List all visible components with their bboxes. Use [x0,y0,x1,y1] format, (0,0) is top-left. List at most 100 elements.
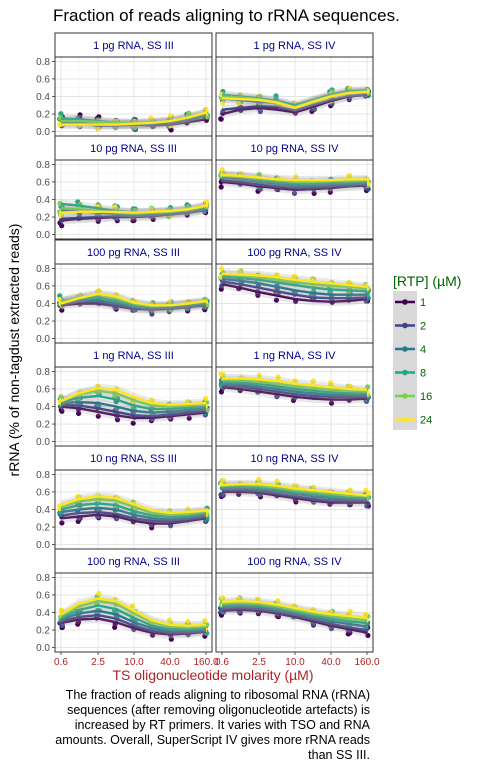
data-point [219,167,225,173]
y-tick-label: 0.0 [36,127,50,138]
data-point [220,371,226,377]
series-line [221,272,368,288]
data-point [346,173,352,179]
series-line [222,377,368,391]
y-tick-label: 0.6 [36,177,50,188]
data-point [219,266,225,272]
series-line [221,280,368,300]
data-point [311,190,317,196]
series-line [221,92,368,112]
facet-panel: 100 ng RNA, SS III 0.0 0.2 0.4 0.6 0.8 0.6 2.5 1… [36,548,219,668]
data-point [256,476,262,483]
legend-label: 1 [420,297,426,309]
data-point [255,596,261,602]
y-tick-label: 0.8 [36,160,50,171]
data-point [59,520,65,526]
facet-strip-label: 10 pg RNA, SS III [90,143,177,155]
series-line [221,277,367,296]
series-line [60,599,207,629]
x-tick-label: 40.0 [321,657,341,668]
data-point [203,107,209,113]
data-point [149,311,155,317]
data-point [346,279,352,285]
x-tick-label: 10.0 [124,657,144,668]
data-point [186,415,192,421]
y-tick-label: 0.2 [36,523,50,534]
legend-label: 24 [420,415,432,427]
data-point [220,100,226,106]
facet-strip-label: 1 pg RNA, SS IV [254,40,337,52]
y-tick-label: 0.0 [36,334,50,345]
series-line [222,379,368,393]
facet-strip [54,32,213,58]
legend-key-point [402,322,408,329]
confidence-band [222,603,367,635]
series-line [60,394,207,411]
series-line [221,384,367,398]
y-axis-label: rRNA (% of non-tagdust extracted reads) [6,224,22,477]
series-line [221,382,367,397]
legend-key-point [402,346,408,352]
series-line [60,204,207,214]
y-tick-label: 0.6 [36,384,50,395]
data-point [185,506,191,512]
x-tick-label: 40.0 [160,657,180,668]
series-line [221,606,368,632]
figure-caption: The fraction of reads aligning to riboso… [55,688,370,762]
facet-panel: 1 pg RNA, SS III 0.0 0.2 0.4 0.6 0.8 [36,32,213,138]
confidence-band [222,87,367,113]
facet-strip-label: 100 pg RNA, SS IV [247,247,342,259]
y-tick-label: 0.0 [36,643,50,654]
confidence-band [222,279,367,307]
data-point [310,378,317,384]
series-line [221,603,368,625]
confidence-band [222,605,367,638]
facet-panel: 100 pg RNA, SS III 0.0 0.2 0.4 0.6 0.8 [36,239,213,345]
data-point [167,299,173,305]
confidence-band [222,86,367,110]
data-point [274,478,280,484]
series-line [221,275,368,293]
facet-strip [54,239,213,265]
legend-key-point [402,369,408,376]
series-line [60,495,207,515]
y-tick-label: 0.4 [36,402,50,413]
facet-strip [215,445,374,471]
facet-strip-label: 10 ng RNA, SS IV [250,453,339,465]
series-line [60,405,207,420]
x-tick-label: 160.0 [354,657,379,668]
facet-strip-label: 10 pg RNA, SS IV [250,143,339,155]
data-point [57,293,63,299]
y-tick-label: 0.0 [36,230,50,241]
facet-strip [54,548,213,574]
x-tick-label: 2.5 [252,657,266,668]
series-line [222,489,367,502]
series-line [221,283,368,303]
x-tick-label: 10.0 [285,657,305,668]
chart-title: Fraction of reads aligning to rRNA seque… [53,6,400,25]
y-tick-label: 0.6 [36,487,50,498]
confidence-band [222,600,367,628]
facet-strip-label: 100 ng RNA, SS III [87,556,180,568]
legend-label: 4 [420,344,426,356]
series-line [60,609,207,633]
data-point [168,113,174,119]
legend-label: 2 [420,321,426,333]
data-point [220,595,226,601]
y-tick-label: 0.4 [36,608,50,619]
series-line [60,613,207,634]
data-point [273,93,279,99]
x-tick-label: 2.5 [91,657,105,668]
series-line [60,400,207,414]
panel-border [215,572,374,653]
data-point [203,395,209,402]
series-line [60,502,207,518]
facet-strip [215,32,374,58]
legend-key-point [402,416,408,423]
data-point [256,372,262,379]
series-line [221,179,368,190]
series-line [221,599,368,619]
data-point [186,110,192,116]
